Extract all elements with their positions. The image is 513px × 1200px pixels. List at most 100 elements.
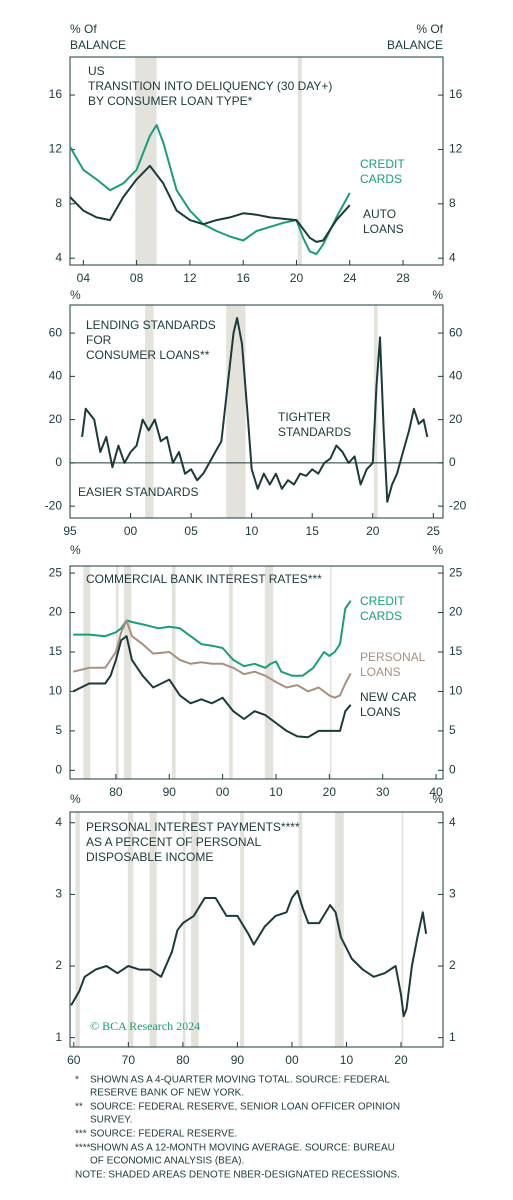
- series-label: CARDS: [360, 609, 402, 623]
- note: NOTE: SHADED AREAS DENOTE NBER-DESIGNATE…: [75, 1170, 400, 1181]
- y2-tick-label: 3: [449, 887, 456, 901]
- recession-band: [75, 812, 80, 1047]
- panel-title: CONSUMER LOANS**: [86, 348, 210, 362]
- recession-band: [135, 57, 157, 265]
- x-tick-label: 04: [77, 271, 91, 285]
- y2-axis-label: %: [432, 792, 443, 806]
- x-tick-label: 20: [323, 785, 337, 799]
- x-tick-label: 20: [394, 1053, 408, 1067]
- y2-tick-label: 15: [449, 644, 463, 658]
- x-tick-label: 05: [184, 524, 198, 538]
- recession-band: [171, 566, 176, 779]
- x-tick-label: 20: [366, 524, 380, 538]
- y2-tick-label: 0: [449, 762, 456, 776]
- panel-title: DISPOSABLE INCOME: [86, 850, 213, 864]
- panel-title: AS A PERCENT OF PERSONAL: [86, 835, 261, 849]
- x-tick-label: 00: [216, 785, 230, 799]
- y-tick-label: 16: [49, 87, 63, 101]
- y2-axis-label: %: [432, 543, 443, 557]
- footnote-marker: ***: [75, 1129, 87, 1140]
- y-tick-label: 0: [55, 762, 62, 776]
- series-label: AUTO: [363, 207, 396, 221]
- recession-band: [297, 57, 302, 265]
- y-tick-label: 8: [55, 196, 62, 210]
- y2-tick-label: 40: [449, 369, 463, 383]
- annotation: © BCA Research 2024: [90, 1019, 200, 1033]
- y2-tick-label: 5: [449, 723, 456, 737]
- footnote-text: SOURCE: FEDERAL RESERVE.: [90, 1129, 237, 1140]
- x-tick-label: 30: [376, 785, 390, 799]
- plot-frame: [69, 811, 444, 1048]
- panel-title: BY CONSUMER LOAN TYPE*: [88, 94, 253, 108]
- y2-tick-label: 4: [449, 250, 456, 264]
- recession-band: [182, 812, 186, 1047]
- recession-band: [127, 812, 134, 1047]
- plot-frame: [69, 565, 444, 780]
- recession-band: [298, 812, 303, 1047]
- footnote-text: SOURCE: FEDERAL RESERVE, SENIOR LOAN OFF…: [90, 1102, 400, 1113]
- y-tick-label: 4: [55, 815, 62, 829]
- plot-frame: [69, 304, 444, 519]
- x-tick-label: 70: [122, 1053, 136, 1067]
- series-line: [69, 124, 351, 256]
- annotation: TIGHTER: [278, 410, 331, 424]
- y-axis-label: %: [70, 543, 81, 557]
- y-tick-label: 20: [49, 412, 63, 426]
- y-tick-label: 60: [49, 325, 63, 339]
- annotation: EASIER STANDARDS: [78, 485, 198, 499]
- y-axis-label: %: [70, 792, 81, 806]
- y2-tick-label: 20: [449, 605, 463, 619]
- footnote-marker: **: [75, 1102, 83, 1113]
- series-label: LOANS: [363, 222, 404, 236]
- x-tick-label: 15: [306, 524, 320, 538]
- recession-band: [329, 566, 332, 779]
- y-tick-label: 15: [49, 644, 63, 658]
- y-tick-label: 5: [55, 723, 62, 737]
- series-label: LOANS: [360, 705, 401, 719]
- y-tick-label: 1: [55, 1030, 62, 1044]
- y-axis-label: %: [70, 288, 81, 302]
- panel-title: COMMERCIAL BANK INTEREST RATES***: [86, 572, 322, 586]
- x-tick-label: 80: [176, 1053, 190, 1067]
- series-line: [81, 317, 429, 503]
- panel-title: TRANSITION INTO DELIQUENCY (30 DAY+): [88, 79, 332, 93]
- panel-title: US: [88, 64, 105, 78]
- x-tick-label: 10: [269, 785, 283, 799]
- recession-band: [264, 566, 274, 779]
- y-tick-label: 3: [55, 887, 62, 901]
- x-tick-label: 00: [124, 524, 138, 538]
- x-tick-label: 16: [236, 271, 250, 285]
- x-tick-label: 08: [130, 271, 144, 285]
- series-line: [72, 635, 352, 739]
- y-tick-label: 40: [49, 369, 63, 383]
- y2-tick-label: 60: [449, 325, 463, 339]
- recession-band: [191, 812, 199, 1047]
- panel-title: FOR: [86, 333, 112, 347]
- recession-band: [229, 566, 233, 779]
- x-tick-label: 12: [183, 271, 197, 285]
- y2-axis-label: BALANCE: [387, 38, 443, 52]
- x-tick-label: 25: [427, 524, 441, 538]
- y2-tick-label: 1: [449, 1030, 456, 1044]
- x-tick-label: 90: [231, 1053, 245, 1067]
- x-tick-label: 20: [290, 271, 304, 285]
- recession-band: [240, 812, 244, 1047]
- x-tick-label: 40: [429, 785, 443, 799]
- y-tick-label: 12: [49, 142, 63, 156]
- x-tick-label: 28: [396, 271, 410, 285]
- y2-tick-label: 20: [449, 412, 463, 426]
- series-label: LOANS: [360, 665, 401, 679]
- footnote-text: OF ECONOMIC ANALYSIS (BEA).: [90, 1156, 244, 1167]
- y-axis-label: % Of: [70, 22, 97, 36]
- recession-band: [149, 812, 157, 1047]
- y2-tick-label: 4: [449, 815, 456, 829]
- y-tick-label: 25: [49, 565, 63, 579]
- series-label: PERSONAL: [360, 650, 426, 664]
- y2-tick-label: 0: [449, 455, 456, 469]
- x-tick-label: 10: [340, 1053, 354, 1067]
- y2-tick-label: 8: [449, 196, 456, 210]
- y2-axis-label: % Of: [416, 22, 443, 36]
- series-line: [72, 619, 352, 699]
- y-tick-label: 4: [55, 250, 62, 264]
